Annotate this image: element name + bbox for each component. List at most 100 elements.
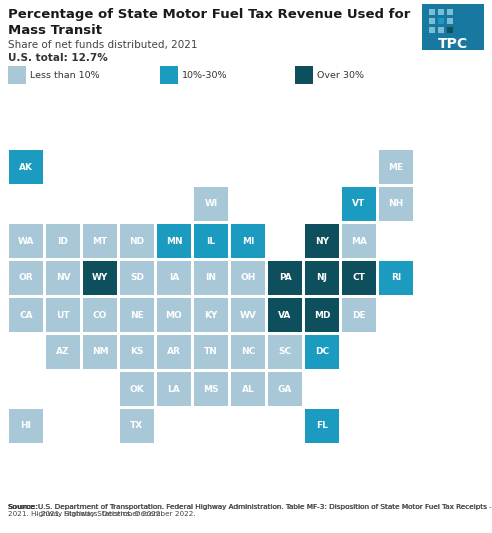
Text: VT: VT [352, 199, 366, 208]
Bar [194, 372, 228, 406]
Bar [268, 261, 302, 295]
Bar [268, 335, 302, 369]
Text: FL: FL [316, 422, 328, 431]
Text: KY: KY [204, 311, 217, 319]
Bar [429, 18, 435, 24]
Text: WV: WV [240, 311, 256, 319]
Text: Percentage of State Motor Fuel Tax Revenue Used for: Percentage of State Motor Fuel Tax Reven… [8, 8, 410, 21]
Bar [295, 66, 313, 84]
Text: MN: MN [166, 237, 183, 246]
Bar [120, 261, 154, 295]
Bar [268, 372, 302, 406]
Text: DE: DE [352, 311, 366, 319]
Bar [231, 372, 265, 406]
Bar [342, 261, 376, 295]
Bar [305, 298, 339, 332]
Text: MI: MI [242, 237, 254, 246]
Bar [422, 4, 484, 50]
Bar [438, 27, 444, 33]
Bar [305, 409, 339, 443]
Bar [120, 224, 154, 258]
Text: OR: OR [19, 273, 33, 282]
Bar [342, 187, 376, 221]
Text: CO: CO [93, 311, 107, 319]
Bar [194, 224, 228, 258]
Bar [46, 298, 80, 332]
Bar [447, 9, 453, 15]
Bar [231, 224, 265, 258]
Text: MO: MO [166, 311, 183, 319]
Text: Source:: Source: [8, 504, 39, 510]
Text: KS: KS [130, 348, 144, 357]
Text: ND: ND [129, 237, 145, 246]
Bar [305, 335, 339, 369]
Bar [342, 298, 376, 332]
Text: Less than 10%: Less than 10% [30, 70, 99, 79]
Text: NE: NE [130, 311, 144, 319]
Text: NC: NC [241, 348, 255, 357]
Text: VA: VA [278, 311, 292, 319]
Text: AK: AK [19, 163, 33, 172]
Text: SC: SC [278, 348, 292, 357]
Text: MD: MD [314, 311, 330, 319]
Bar [379, 187, 413, 221]
Text: 10%-30%: 10%-30% [182, 70, 227, 79]
Bar [120, 298, 154, 332]
Text: AR: AR [167, 348, 181, 357]
Text: OK: OK [129, 384, 144, 393]
Bar [231, 335, 265, 369]
Bar [9, 261, 43, 295]
Bar [160, 66, 178, 84]
Text: DC: DC [315, 348, 329, 357]
Text: UT: UT [56, 311, 70, 319]
Bar [194, 298, 228, 332]
Text: Source: U.S. Department of Transportation. Federal Highway Administration. Table: Source: U.S. Department of Transportatio… [8, 504, 492, 517]
Bar [120, 409, 154, 443]
Text: ID: ID [58, 237, 68, 246]
Bar [157, 261, 191, 295]
Bar [447, 18, 453, 24]
Bar [120, 335, 154, 369]
Bar [429, 27, 435, 33]
Bar [268, 298, 302, 332]
Bar [379, 261, 413, 295]
Bar [194, 261, 228, 295]
Text: ME: ME [389, 163, 403, 172]
Bar [83, 224, 117, 258]
Bar [157, 335, 191, 369]
Text: AZ: AZ [56, 348, 70, 357]
Text: HI: HI [21, 422, 31, 431]
Text: WI: WI [204, 199, 217, 208]
Text: Source:: Source: [8, 504, 39, 510]
Text: WY: WY [92, 273, 108, 282]
Text: LA: LA [168, 384, 181, 393]
Text: OH: OH [240, 273, 256, 282]
Text: NV: NV [56, 273, 70, 282]
Text: RI: RI [391, 273, 401, 282]
Bar [429, 9, 435, 15]
Text: GA: GA [278, 384, 292, 393]
Text: U.S. total: 12.7%: U.S. total: 12.7% [8, 53, 108, 63]
Text: NY: NY [315, 237, 329, 246]
Text: TPC: TPC [438, 37, 468, 51]
Text: CT: CT [353, 273, 366, 282]
Text: NM: NM [92, 348, 108, 357]
Text: U.S. Department of Transportation. Federal Highway Administration. Table MF-3: D: U.S. Department of Transportation. Feder… [36, 504, 487, 517]
Bar [83, 261, 117, 295]
Text: NH: NH [388, 199, 403, 208]
Text: MA: MA [351, 237, 367, 246]
Text: SD: SD [130, 273, 144, 282]
Text: IA: IA [169, 273, 179, 282]
Bar [120, 372, 154, 406]
Text: NJ: NJ [316, 273, 328, 282]
Bar [194, 335, 228, 369]
Bar [157, 298, 191, 332]
Bar [438, 9, 444, 15]
Bar [305, 261, 339, 295]
Bar [9, 409, 43, 443]
Text: IL: IL [207, 237, 215, 246]
Bar [46, 335, 80, 369]
Bar [305, 224, 339, 258]
Bar [157, 372, 191, 406]
Bar [438, 18, 444, 24]
